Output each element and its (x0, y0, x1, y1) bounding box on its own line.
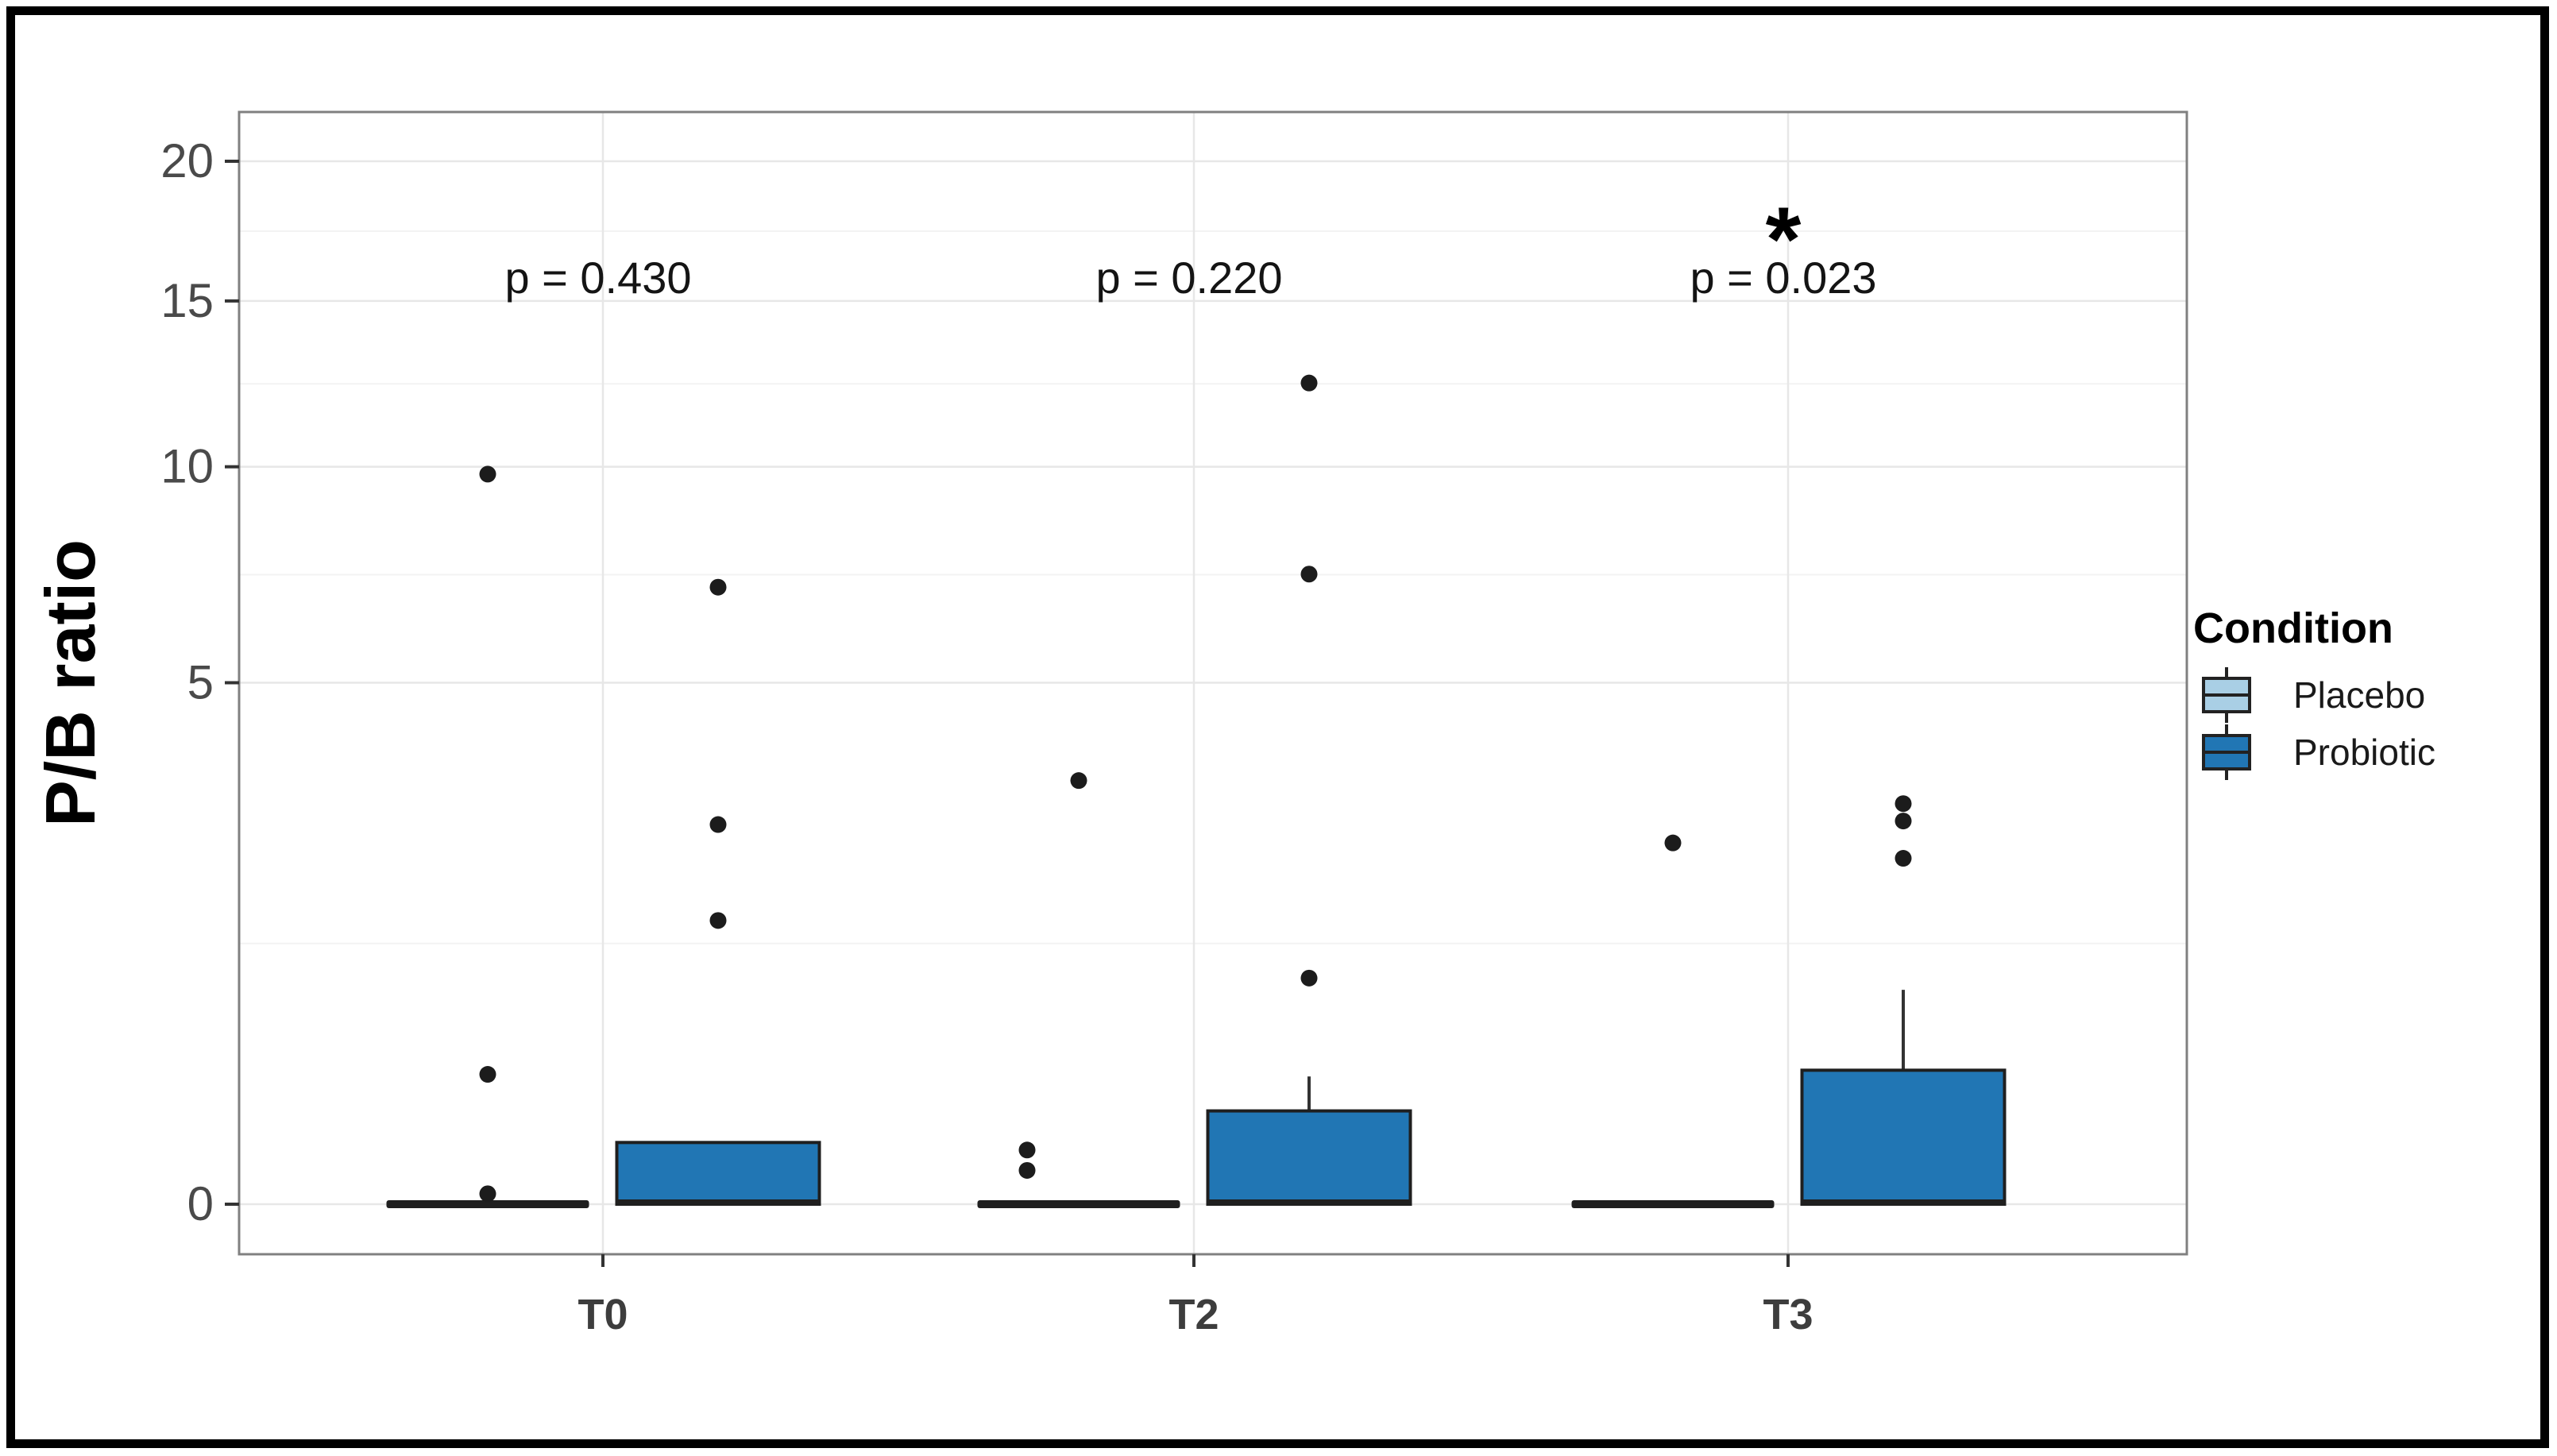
outlier-dot (1300, 566, 1318, 583)
y-tick-label: 5 (187, 656, 214, 709)
p-value-annotation: p = 0.220 (1095, 253, 1282, 303)
p-value-annotation: p = 0.430 (504, 253, 691, 303)
outlier-dot (1300, 374, 1318, 392)
outlier-dot (1895, 813, 1912, 830)
legend-item-placebo: Placebo (2202, 667, 2425, 723)
outlier-dot (1895, 850, 1912, 867)
legend-title: Condition (2193, 604, 2393, 652)
outlier-dot (1018, 1161, 1036, 1179)
y-tick-label: 10 (160, 440, 214, 493)
x-tick-label: T3 (1763, 1291, 1813, 1338)
outlier-dot (479, 1066, 496, 1083)
p-value-annotation: p = 0.023 (1690, 253, 1876, 303)
x-tick-label: T0 (577, 1291, 628, 1338)
box-placebo-t2 (977, 772, 1180, 1208)
significance-star: * (1766, 189, 1802, 291)
outlier-dot (1070, 772, 1087, 790)
outlier-dot (1018, 1141, 1036, 1159)
legend-item-label: Placebo (2293, 674, 2425, 716)
outlier-dot (709, 578, 727, 596)
box-probiotic-t0 (615, 578, 821, 1207)
outlier-dot (1895, 795, 1912, 813)
y-tick-label: 20 (160, 134, 214, 187)
outlier-dot (1664, 834, 1682, 852)
legend-item-label: Probiotic (2293, 732, 2435, 773)
box-placebo-t3 (1571, 834, 1775, 1208)
x-tick-label: T2 (1168, 1291, 1219, 1338)
outlier-dot (709, 912, 727, 929)
outlier-dot (1300, 969, 1318, 987)
boxplot-chart: 0 5 10 15 20 T0 T2 T3 P/B ratio p = 0.430 p = 0.22… (31, 110, 2435, 1338)
outlier-dot (709, 816, 727, 833)
y-tick-label: 0 (187, 1177, 214, 1230)
y-tick-label: 15 (160, 274, 214, 327)
legend-item-probiotic: Probiotic (2202, 724, 2435, 780)
y-axis-title: P/B ratio (31, 539, 110, 827)
figure-frame: 0 5 10 15 20 T0 T2 T3 P/B ratio p = 0.430 p = 0.22… (6, 6, 2549, 1448)
box-probiotic-t3 (1800, 795, 2007, 1206)
box-probiotic-t2 (1206, 374, 1412, 1207)
outlier-dot (479, 1185, 496, 1203)
box-placebo-t0 (386, 465, 589, 1208)
outlier-dot (479, 465, 496, 483)
